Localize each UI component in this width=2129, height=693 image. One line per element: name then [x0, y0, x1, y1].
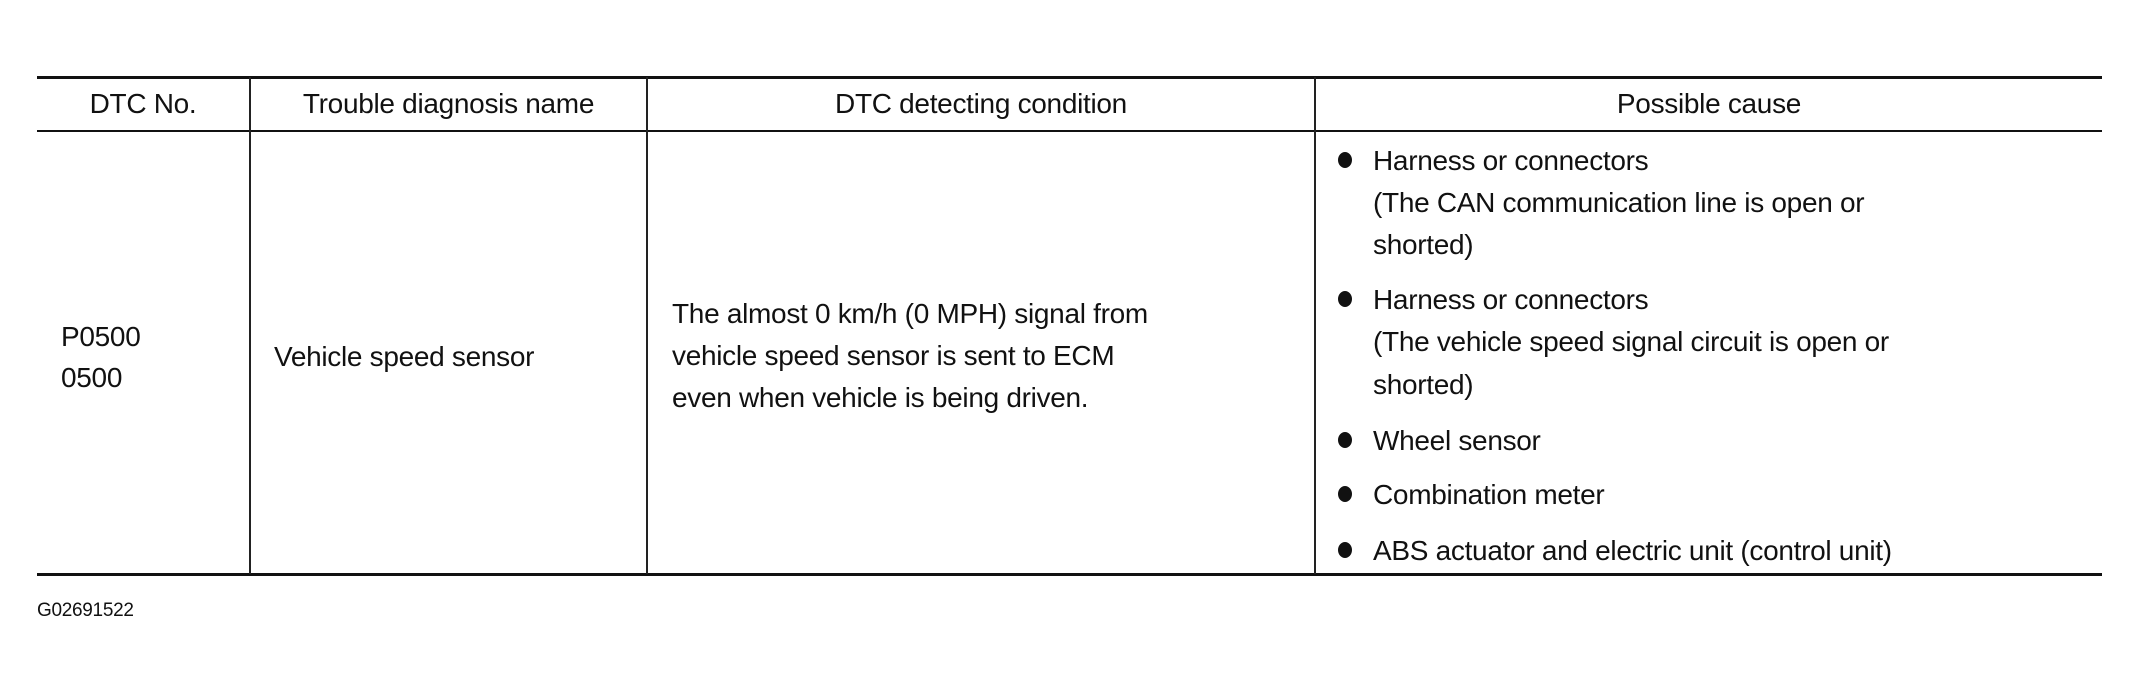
cause-line: Combination meter — [1373, 479, 1605, 510]
header-trouble-diagnosis-name: Trouble diagnosis name — [302, 88, 595, 119]
cause-line: (The CAN communication line is open or — [1373, 187, 1865, 218]
cause-line: ABS actuator and electric unit (control … — [1373, 535, 1892, 566]
dtc-code-alt: 0500 — [61, 362, 123, 393]
bullet-icon — [1338, 542, 1352, 558]
bullet-icon — [1338, 486, 1352, 502]
table-bottom-border — [37, 573, 2102, 576]
cause-line: shorted) — [1373, 229, 1474, 260]
trouble-diagnosis-name: Vehicle speed sensor — [274, 341, 535, 372]
header-dtc-no: DTC No. — [89, 88, 197, 119]
bullet-icon — [1338, 291, 1352, 307]
cause-line: shorted) — [1373, 369, 1474, 400]
cause-line: (The vehicle speed signal circuit is ope… — [1373, 326, 1889, 357]
cause-line: Wheel sensor — [1373, 425, 1541, 456]
cause-line: Harness or connectors — [1373, 145, 1649, 176]
column-divider — [1314, 77, 1316, 574]
header-detecting-condition: DTC detecting condition — [835, 88, 1127, 119]
condition-line: The almost 0 km/h (0 MPH) signal from — [672, 298, 1148, 329]
header-divider — [37, 130, 2102, 132]
table-top-border — [37, 76, 2102, 79]
column-divider — [249, 77, 251, 574]
header-possible-cause: Possible cause — [1616, 88, 1802, 119]
bullet-icon — [1338, 152, 1352, 168]
bullet-icon — [1338, 432, 1352, 448]
figure-id: G02691522 — [37, 600, 134, 621]
dtc-code: P0500 — [61, 321, 141, 352]
cause-line: Harness or connectors — [1373, 284, 1649, 315]
condition-line: vehicle speed sensor is sent to ECM — [672, 340, 1115, 371]
column-divider — [646, 77, 648, 574]
condition-line: even when vehicle is being driven. — [672, 382, 1089, 413]
